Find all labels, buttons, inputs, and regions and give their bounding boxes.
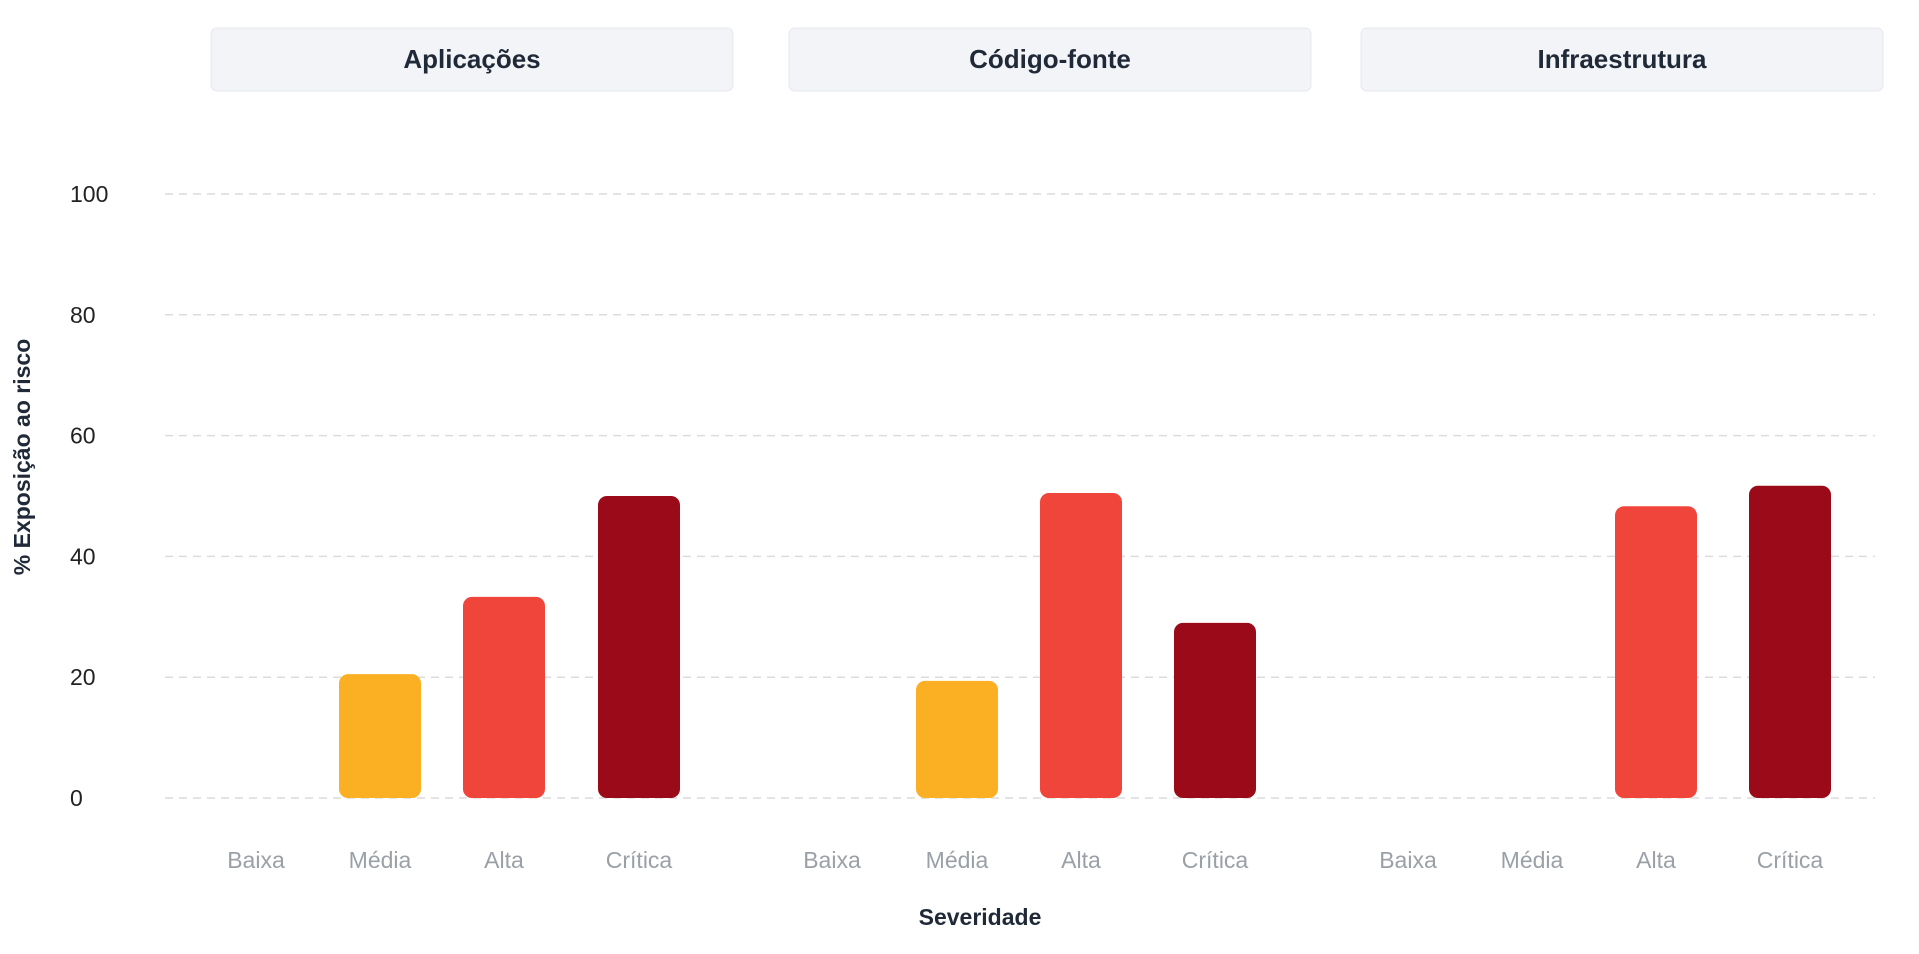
facet-panel: Aplicações Baixa Média Alta Crítica (210, 27, 734, 873)
bar (339, 674, 421, 798)
facet-panel: Infraestrutura Baixa Média Alta Crítica (1360, 27, 1884, 873)
x-tick-label: Média (926, 847, 989, 873)
x-tick-label: Alta (1061, 847, 1101, 873)
facet-header: Código-fonte (788, 27, 1312, 92)
facet-header: Infraestrutura (1360, 27, 1884, 92)
x-tick-label: Baixa (227, 847, 285, 873)
bar (463, 596, 545, 798)
y-tick-label: 40 (70, 543, 96, 569)
bar (598, 496, 680, 798)
x-tick-label: Crítica (1182, 847, 1249, 873)
y-tick-label: 80 (70, 302, 96, 328)
bar (1749, 485, 1831, 798)
y-axis-title: % Exposição ao risco (9, 339, 35, 575)
x-tick-label: Alta (484, 847, 524, 873)
x-tick-label: Crítica (606, 847, 673, 873)
bar (1174, 622, 1256, 798)
bar (1040, 492, 1122, 798)
y-tick-label: 0 (70, 785, 83, 811)
x-tick-label: Alta (1636, 847, 1676, 873)
y-tick-label: 20 (70, 664, 96, 690)
x-tick-label: Média (1501, 847, 1564, 873)
x-tick-label: Média (349, 847, 412, 873)
x-tick-label: Baixa (803, 847, 861, 873)
y-tick-label: 60 (70, 423, 96, 449)
bar (1615, 506, 1697, 798)
facet-title: Código-fonte (969, 44, 1131, 74)
facet-title: Aplicações (403, 44, 540, 74)
y-axis: 0 20 40 60 80 100 (70, 181, 108, 811)
y-tick-label: 100 (70, 181, 108, 207)
facet-header: Aplicações (210, 27, 734, 92)
facet-title: Infraestrutura (1537, 44, 1707, 74)
x-axis-title: Severidade (919, 904, 1042, 930)
grid-layer (165, 193, 1875, 799)
x-tick-label: Crítica (1757, 847, 1824, 873)
x-tick-label: Baixa (1379, 847, 1437, 873)
bar (916, 680, 998, 798)
facet-panel: Código-fonte Baixa Média Alta Crítica (788, 27, 1312, 873)
